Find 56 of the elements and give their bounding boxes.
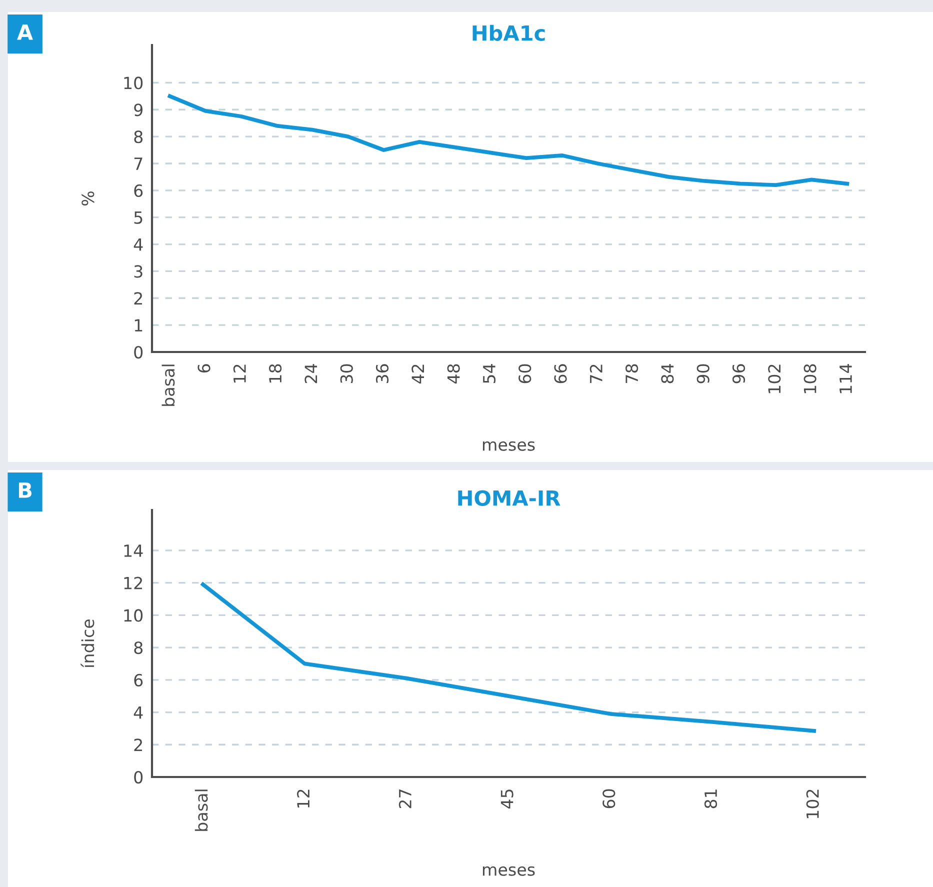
x-tick-label: 42	[412, 364, 424, 384]
y-tick-label: 4	[134, 238, 143, 251]
y-axis-title: %	[82, 192, 94, 206]
y-tick-label: 6	[134, 184, 143, 197]
x-tick-label: 30	[340, 364, 353, 384]
x-tick-label: basal	[162, 364, 175, 406]
x-tick-label: basal	[194, 790, 208, 831]
x-tick-label: 24	[304, 364, 318, 384]
x-tick-label: 60	[602, 789, 616, 808]
y-axis-title: índice	[80, 619, 94, 668]
x-tick-label: 84	[661, 364, 674, 384]
y-tick-label: 14	[124, 544, 143, 557]
x-tick-label: 102	[768, 364, 781, 394]
y-tick-label: 6	[134, 674, 143, 686]
text: A	[17, 24, 33, 40]
y-tick-label: 8	[134, 130, 143, 144]
x-axis-title: meses	[482, 441, 535, 451]
y-tick-label: 12	[124, 576, 142, 590]
y-tick-label: 10	[124, 609, 143, 622]
x-tick-label: 54	[483, 364, 496, 384]
x-tick-label: 48	[447, 364, 460, 384]
x-tick-label: 27	[398, 790, 412, 808]
y-tick-label: 1	[134, 319, 142, 332]
x-axis-title: meses	[482, 866, 535, 876]
x-tick-label: 72	[590, 364, 602, 383]
y-tick-label: 2	[134, 738, 142, 751]
y-tick-label: 0	[134, 770, 143, 784]
chart-title: HOMA-IR	[458, 490, 560, 506]
line-series	[200, 582, 816, 733]
x-tick-label: 36	[376, 364, 389, 384]
x-tick-label: 114	[840, 364, 852, 394]
y-tick-label: 0	[134, 346, 143, 359]
x-tick-label: 45	[500, 790, 514, 809]
x-tick-label: 12	[233, 364, 246, 382]
x-tick-label: 6	[198, 364, 210, 373]
y-tick-label: 3	[134, 265, 142, 278]
x-tick-label: 90	[696, 364, 710, 384]
x-tick-label: 12	[297, 790, 310, 808]
x-tick-label: 81	[704, 790, 718, 808]
y-tick-label: 7	[134, 158, 142, 170]
y-tick-label: 5	[134, 212, 142, 224]
x-tick-label: 108	[804, 364, 816, 394]
line-series	[168, 94, 850, 187]
chart-title: HbA1c	[472, 24, 545, 41]
y-tick-label: 4	[134, 706, 143, 719]
x-tick-label: 60	[518, 364, 532, 384]
x-tick-label: 96	[732, 364, 746, 384]
x-tick-label: 18	[269, 364, 282, 382]
y-tick-label: 10	[124, 76, 143, 90]
x-tick-label: 66	[554, 364, 567, 384]
x-tick-label: 102	[806, 790, 819, 818]
x-tick-label: 78	[626, 364, 638, 383]
y-tick-label: 9	[134, 104, 142, 116]
y-tick-label: 2	[134, 292, 142, 304]
text: B	[18, 482, 32, 498]
y-tick-label: 8	[134, 642, 143, 654]
